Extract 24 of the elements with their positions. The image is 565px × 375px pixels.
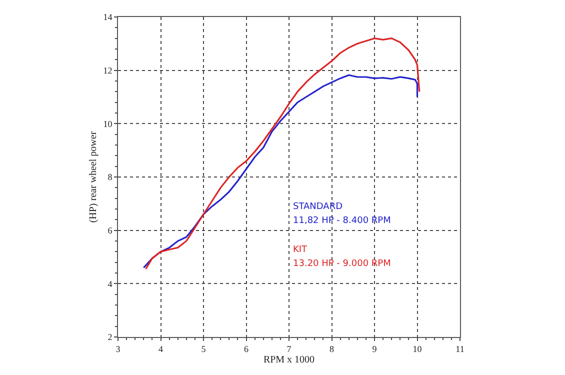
line-series: [142, 74, 418, 268]
annotation: 11,82 HP - 8.400 RPM: [293, 216, 391, 226]
x-axis-title: RPM x 1000: [263, 354, 315, 366]
text: KIT: [293, 245, 308, 255]
y-tick-label: 8: [108, 172, 113, 182]
x-tick-label: 8: [330, 344, 334, 354]
x-tick-label: 11: [456, 344, 464, 354]
x-tick-label: 10: [412, 344, 422, 354]
x-tick-label: 7: [286, 344, 292, 354]
text: STANDARD: [293, 202, 343, 212]
y-tick-label: 2: [108, 332, 112, 342]
y-axis-title: (HP) rear wheel power: [88, 130, 100, 223]
annotation: 13.20 HP - 9.000 RPM: [293, 259, 391, 269]
x-tick-label: 6: [244, 344, 249, 354]
x-tick-label: 3: [116, 344, 121, 354]
x-tick-label: 9: [372, 344, 378, 354]
x-tick-label: 4: [158, 344, 164, 354]
line-series: [144, 38, 420, 270]
y-tick-label: 6: [108, 225, 113, 236]
x-tick-label: 5: [201, 344, 206, 354]
y-tick-label: 10: [103, 118, 113, 129]
y-tick-label: 12: [103, 65, 112, 76]
y-tick-label: 14: [103, 12, 113, 22]
y-tick-label: 4: [108, 278, 113, 289]
